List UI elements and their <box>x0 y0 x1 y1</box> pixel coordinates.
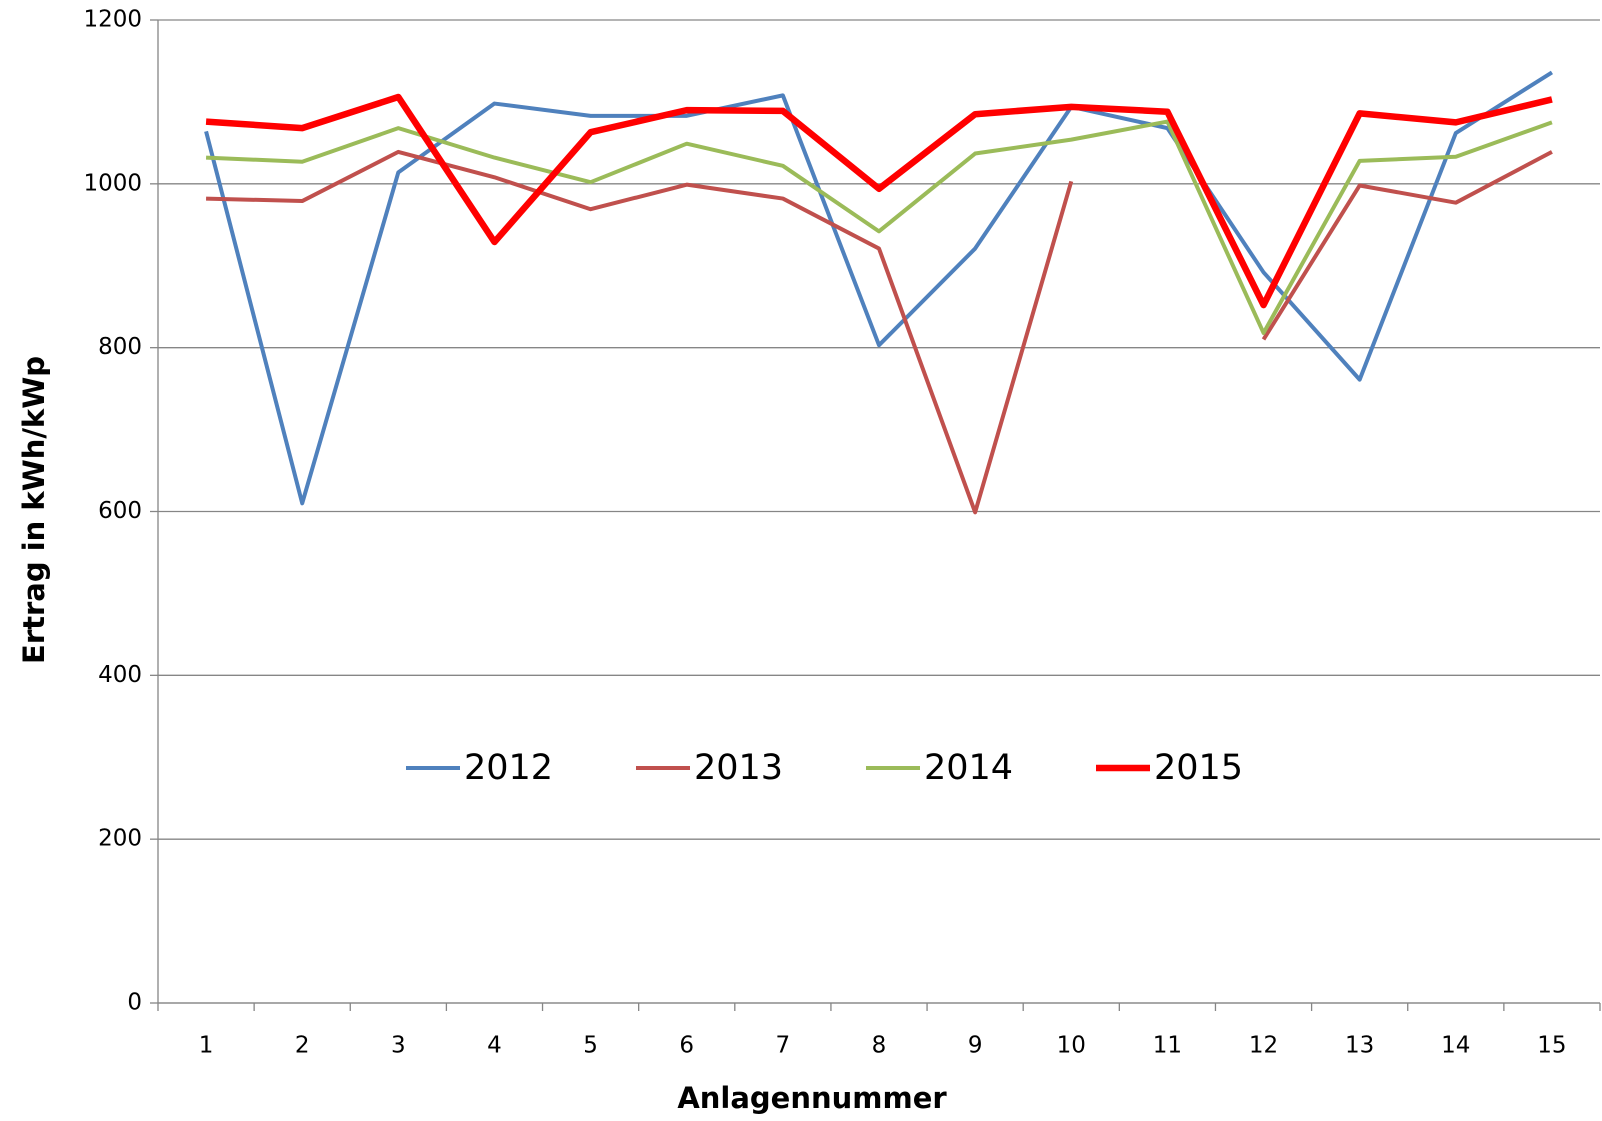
legend-label: 2012 <box>464 748 553 788</box>
legend-label: 2013 <box>694 748 783 788</box>
x-tick-label: 5 <box>583 1033 598 1059</box>
x-tick-label: 10 <box>1057 1033 1086 1059</box>
y-tick-label: 600 <box>98 498 142 524</box>
x-tick-label: 12 <box>1249 1033 1278 1059</box>
x-tick-label: 2 <box>295 1033 310 1059</box>
x-tick-label: 6 <box>679 1033 694 1059</box>
x-tick-label: 9 <box>968 1033 983 1059</box>
x-tick-label: 13 <box>1345 1033 1374 1059</box>
legend-label: 2015 <box>1154 748 1243 788</box>
y-tick-label: 400 <box>98 662 142 688</box>
x-tick-label: 14 <box>1441 1033 1470 1059</box>
x-tick-label: 7 <box>776 1033 791 1059</box>
x-tick-label: 3 <box>391 1033 406 1059</box>
line-series <box>205 119 1553 335</box>
line-series <box>205 93 1553 309</box>
x-tick-label: 11 <box>1153 1033 1182 1059</box>
x-tick-label: 4 <box>487 1033 502 1059</box>
legend-label: 2014 <box>924 748 1013 788</box>
y-tick-label: 800 <box>98 334 142 360</box>
y-tick-label: 200 <box>98 826 142 852</box>
x-tick-label: 1 <box>199 1033 214 1059</box>
x-tick-label: 15 <box>1537 1033 1566 1059</box>
x-tick-label: 8 <box>872 1033 887 1059</box>
y-tick-label: 1200 <box>83 7 142 33</box>
line-series <box>206 149 1553 515</box>
y-tick-label: 0 <box>127 990 142 1016</box>
y-axis-title: Ertrag in kWh/kWp <box>17 356 51 664</box>
x-axis-title: Anlagennummer <box>677 1081 947 1115</box>
y-tick-label: 1000 <box>83 170 142 196</box>
